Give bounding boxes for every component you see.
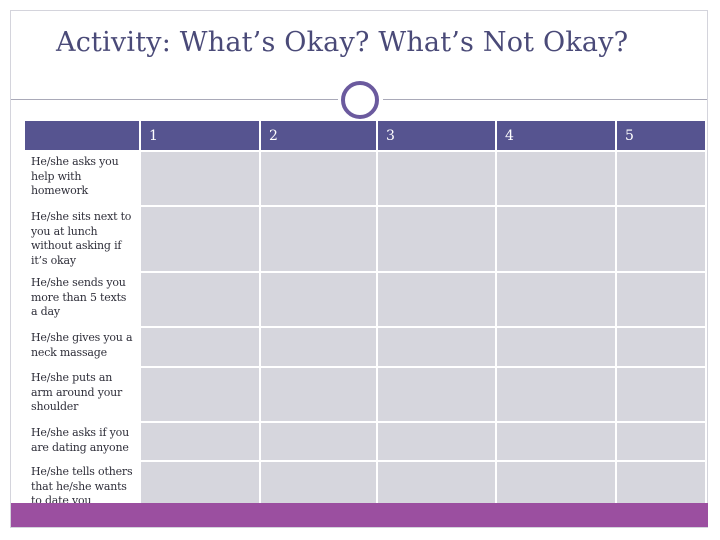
rating-cell[interactable] (141, 423, 259, 460)
rating-cell[interactable] (261, 368, 376, 421)
rating-cell[interactable] (497, 423, 615, 460)
rating-cell[interactable] (497, 328, 615, 366)
table-header-corner (25, 121, 139, 150)
rating-cell[interactable] (378, 152, 495, 205)
rating-cell[interactable] (378, 328, 495, 366)
rating-cell[interactable] (378, 368, 495, 421)
rating-cell[interactable] (261, 328, 376, 366)
footer-bar (11, 503, 708, 527)
rating-table: 1 2 3 4 5 He/she asks you help with home… (25, 121, 705, 516)
rating-cell[interactable] (261, 423, 376, 460)
rating-cell[interactable] (617, 423, 705, 460)
rating-cell[interactable] (261, 273, 376, 326)
row-label: He/she asks you help with homework (25, 152, 139, 205)
rating-cell[interactable] (617, 152, 705, 205)
rating-cell[interactable] (497, 152, 615, 205)
rating-cell[interactable] (141, 273, 259, 326)
rating-cell[interactable] (617, 368, 705, 421)
column-header-4: 4 (497, 121, 615, 150)
rating-cell[interactable] (261, 152, 376, 205)
row-label: He/she sends you more than 5 texts a day (25, 273, 139, 326)
rating-cell[interactable] (261, 207, 376, 271)
rating-cell[interactable] (617, 273, 705, 326)
column-header-3: 3 (378, 121, 495, 150)
rating-cell[interactable] (141, 328, 259, 366)
rating-cell[interactable] (497, 368, 615, 421)
rating-cell[interactable] (141, 368, 259, 421)
column-header-1: 1 (141, 121, 259, 150)
row-label: He/she puts an arm around your shoulder (25, 368, 139, 421)
page-title: Activity: What’s Okay? What’s Not Okay? (56, 27, 629, 58)
column-header-5: 5 (617, 121, 705, 150)
rating-cell[interactable] (378, 423, 495, 460)
rating-cell[interactable] (617, 207, 705, 271)
circle-ornament-icon (341, 81, 379, 119)
row-label: He/she gives you a neck massage (25, 328, 139, 366)
rating-cell[interactable] (141, 207, 259, 271)
row-label: He/she sits next to you at lunch without… (25, 207, 139, 271)
column-header-2: 2 (261, 121, 376, 150)
slide-frame (10, 10, 708, 528)
rating-cell[interactable] (497, 273, 615, 326)
rating-cell[interactable] (378, 273, 495, 326)
rating-cell[interactable] (497, 207, 615, 271)
title-divider-right (383, 99, 707, 100)
row-label: He/she asks if you are dating anyone (25, 423, 139, 460)
rating-cell[interactable] (378, 207, 495, 271)
rating-cell[interactable] (141, 152, 259, 205)
rating-cell[interactable] (617, 328, 705, 366)
title-divider-left (11, 99, 338, 100)
